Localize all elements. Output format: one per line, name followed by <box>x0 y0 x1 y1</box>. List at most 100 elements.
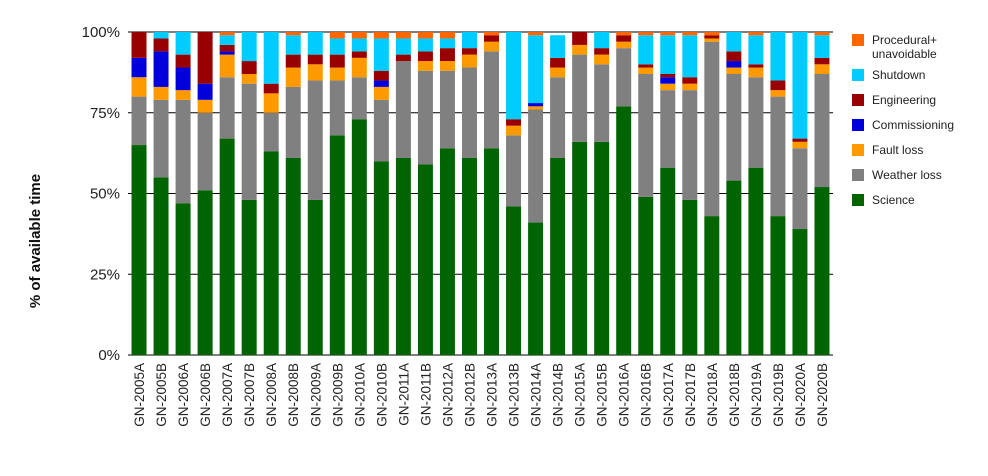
bar-segment-science <box>594 141 610 355</box>
x-tick-label: GN-2006B <box>198 363 213 427</box>
x-tick-label: GN-2008B <box>286 363 301 427</box>
bar-segment-engineering <box>263 83 279 94</box>
bar-segment-weather-loss <box>219 77 235 139</box>
bar-segment-weather-loss <box>153 99 169 178</box>
bar-segment-engineering <box>307 54 323 65</box>
legend-label: Procedural+ unavoidable <box>872 33 937 61</box>
bar-segment-procedural-unavoidable <box>748 32 764 36</box>
bar-segment-fault-loss <box>285 67 301 87</box>
bar-segment-weather-loss <box>748 77 764 168</box>
bar-segment-shutdown <box>660 35 676 74</box>
bar-segment-engineering <box>131 32 147 58</box>
x-tick-label: GN-2015B <box>595 363 610 427</box>
legend-swatch <box>852 69 864 81</box>
bar-segment-fault-loss <box>660 83 676 91</box>
bar-segment-fault-loss <box>594 54 610 65</box>
x-axis-ticks: GN-2005A GN-2005B GN-2006A GN-2006B GN-2007A… <box>132 363 830 427</box>
bar-segment-engineering <box>373 70 389 81</box>
bar-segment-science <box>572 141 588 355</box>
bar-segment-science <box>814 187 830 355</box>
bar-segment-fault-loss <box>814 64 830 74</box>
bar-segment-fault-loss <box>307 64 323 81</box>
bar-segment-engineering <box>704 35 720 39</box>
bar-segment-weather-loss <box>814 73 830 188</box>
bar-segment-engineering <box>814 57 830 65</box>
legend-label: Shutdown <box>872 68 925 82</box>
x-tick-label: GN-2005A <box>132 363 147 427</box>
bar-segment-weather-loss <box>329 80 345 136</box>
bar-segment-science <box>197 190 213 355</box>
bar-segment-science <box>770 216 786 355</box>
y-tick-label: 0% <box>98 347 120 364</box>
bar-segment-procedural-unavoidable <box>219 32 235 36</box>
bar-segment-engineering <box>660 73 676 78</box>
bar-segment-engineering <box>417 51 433 62</box>
bar-segment-science <box>329 135 345 355</box>
bar-segment-fault-loss <box>417 61 433 71</box>
bar-segment-fault-loss <box>175 90 191 100</box>
legend-swatch <box>852 119 864 131</box>
bar-segment-procedural-unavoidable <box>528 32 544 36</box>
bar-segment-engineering <box>219 44 235 52</box>
bar-segment-weather-loss <box>770 96 786 217</box>
bar-segment-fault-loss <box>351 57 367 78</box>
bar-segment-weather-loss <box>616 48 632 107</box>
bar-segment-weather-loss <box>285 86 301 158</box>
legend-swatch <box>852 169 864 181</box>
bar-segment-weather-loss <box>572 54 588 142</box>
x-tick-label: GN-2018A <box>705 363 720 427</box>
x-tick-label: GN-2020A <box>793 363 808 427</box>
bar-segment-engineering <box>461 48 477 55</box>
bar-segment-fault-loss <box>704 38 720 42</box>
bar-segment-weather-loss <box>461 67 477 158</box>
bar-segment-commissioning <box>219 51 235 55</box>
bar-segment-science <box>241 199 257 355</box>
bar-segment-shutdown <box>594 32 610 49</box>
bar-segment-weather-loss <box>197 112 213 191</box>
x-tick-label: GN-2015A <box>573 363 588 427</box>
bar-segment-science <box>660 167 676 355</box>
bar-segment-fault-loss <box>792 141 808 149</box>
x-tick-label: GN-2014A <box>529 363 544 427</box>
x-tick-label: GN-2017A <box>661 363 676 427</box>
bar-segment-shutdown <box>395 38 411 55</box>
legend-item: Procedural+ unavoidable <box>852 33 937 61</box>
bar-segment-weather-loss <box>638 73 654 197</box>
bar-segment-shutdown <box>770 32 786 81</box>
bar-segment-fault-loss <box>241 73 257 84</box>
bar-segment-procedural-unavoidable <box>682 32 698 36</box>
bar-segment-engineering <box>726 51 742 62</box>
x-tick-label: GN-2009B <box>330 363 345 427</box>
bar-segment-fault-loss <box>153 86 169 100</box>
bar-segment-engineering <box>197 32 213 84</box>
bar-segment-shutdown <box>351 38 367 52</box>
bar-segment-science <box>704 216 720 355</box>
bar-segment-fault-loss <box>506 125 522 136</box>
legend-label: Fault loss <box>872 143 923 157</box>
legend-label: Weather loss <box>872 168 942 182</box>
bar-segment-engineering <box>682 77 698 84</box>
x-tick-label: GN-2007A <box>220 363 235 427</box>
bar-segment-science <box>153 177 169 355</box>
bar-segment-science <box>682 199 698 355</box>
legend-item: Engineering <box>852 93 936 107</box>
bar-segment-science <box>175 203 191 355</box>
bar-segment-fault-loss <box>638 67 654 74</box>
bar-segment-engineering <box>572 32 588 45</box>
x-tick-label: GN-2013A <box>485 363 500 427</box>
bar-segment-shutdown <box>241 32 257 62</box>
x-tick-label: GN-2017B <box>683 363 698 427</box>
legend-item: Weather loss <box>852 168 942 182</box>
bar-segment-engineering <box>285 54 301 68</box>
bar-segment-engineering <box>770 80 786 91</box>
bar-segment-engineering <box>594 48 610 55</box>
x-tick-label: GN-2012A <box>440 363 455 427</box>
bar-segment-fault-loss <box>219 54 235 78</box>
bar-segment-engineering <box>351 51 367 58</box>
bar-segment-engineering <box>550 57 566 68</box>
bar-segment-procedural-unavoidable <box>373 32 389 39</box>
x-tick-label: GN-2010B <box>374 363 389 427</box>
bar-segment-science <box>285 157 301 355</box>
y-tick-label: 25% <box>90 266 120 283</box>
bar-segment-engineering <box>241 61 257 74</box>
